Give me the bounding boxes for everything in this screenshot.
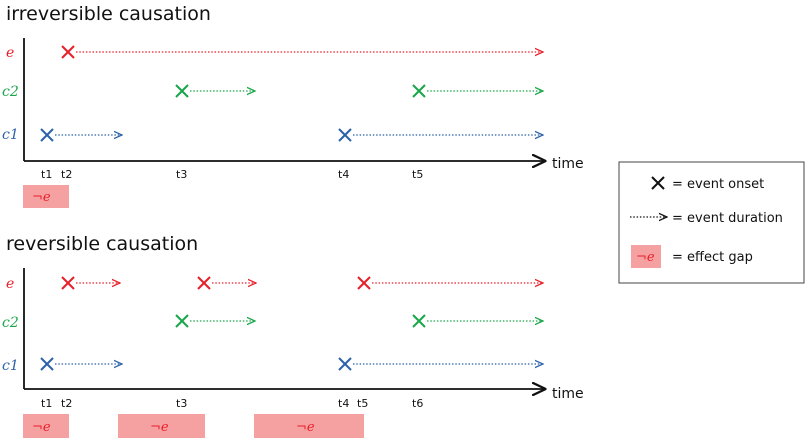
event-e-onset-cross [357,276,371,290]
effect-gap-label: ¬e [32,420,51,435]
row-label-c1: c1 [2,358,19,374]
tick-label-t2: t2 [61,397,72,410]
effect-gap-label: ¬e [32,190,51,205]
row-label-e: e [6,276,14,292]
event-c1-onset-cross [40,357,54,371]
panel-title: reversible causation [6,233,198,255]
row-label-c2: c2 [2,84,19,100]
event-e-onset-cross [197,276,211,290]
tick-label-t2: t2 [61,168,72,181]
axis-label-time: time [552,386,584,402]
tick-label-t6: t6 [412,397,423,410]
panel-title: irreversible causation [6,3,211,25]
legend-cross-icon [651,176,665,190]
event-c1-onset-cross [338,357,352,371]
legend-gap-box [631,245,661,268]
legend-event-onset-text: = event onset [672,177,764,192]
tick-label-t4: t4 [338,397,349,410]
event-c1-onset-cross [338,128,352,142]
event-c2-onset-cross [412,314,426,328]
tick-label-t1: t1 [41,397,52,410]
tick-label-t5: t5 [412,168,423,181]
effect-gap-box [118,414,205,438]
effect-gap-box [254,414,364,438]
legend: = event onset = event duration ¬e = effe… [618,161,805,284]
event-c2-onset-cross [412,84,426,98]
legend-gap-label: ¬e [636,250,655,265]
effect-gap-box [23,414,69,438]
legend-event-duration-text: = event duration [672,211,783,226]
effect-gap-box [23,185,69,208]
panel-reversible: reversible causation e c2 c1 time t1 t2 … [2,233,584,438]
event-c2-onset-cross [175,84,189,98]
row-label-c1: c1 [2,127,19,143]
row-label-e: e [6,45,14,61]
row-label-c2: c2 [2,315,19,331]
legend-effect-gap-text: = effect gap [672,250,753,265]
effect-gap-label: ¬e [150,420,169,435]
tick-label-t4: t4 [338,168,349,181]
event-c2-onset-cross [175,314,189,328]
event-e-onset-cross [61,45,75,59]
tick-label-t1: t1 [41,168,52,181]
tick-label-t5: t5 [357,397,368,410]
event-c1-onset-cross [40,128,54,142]
tick-label-t3: t3 [176,397,187,410]
tick-label-t3: t3 [176,168,187,181]
event-e-onset-cross [61,276,75,290]
axis-label-time: time [552,156,584,172]
panel-irreversible: irreversible causation e c2 c1 time t1 t… [2,3,584,208]
effect-gap-label: ¬e [296,420,315,435]
